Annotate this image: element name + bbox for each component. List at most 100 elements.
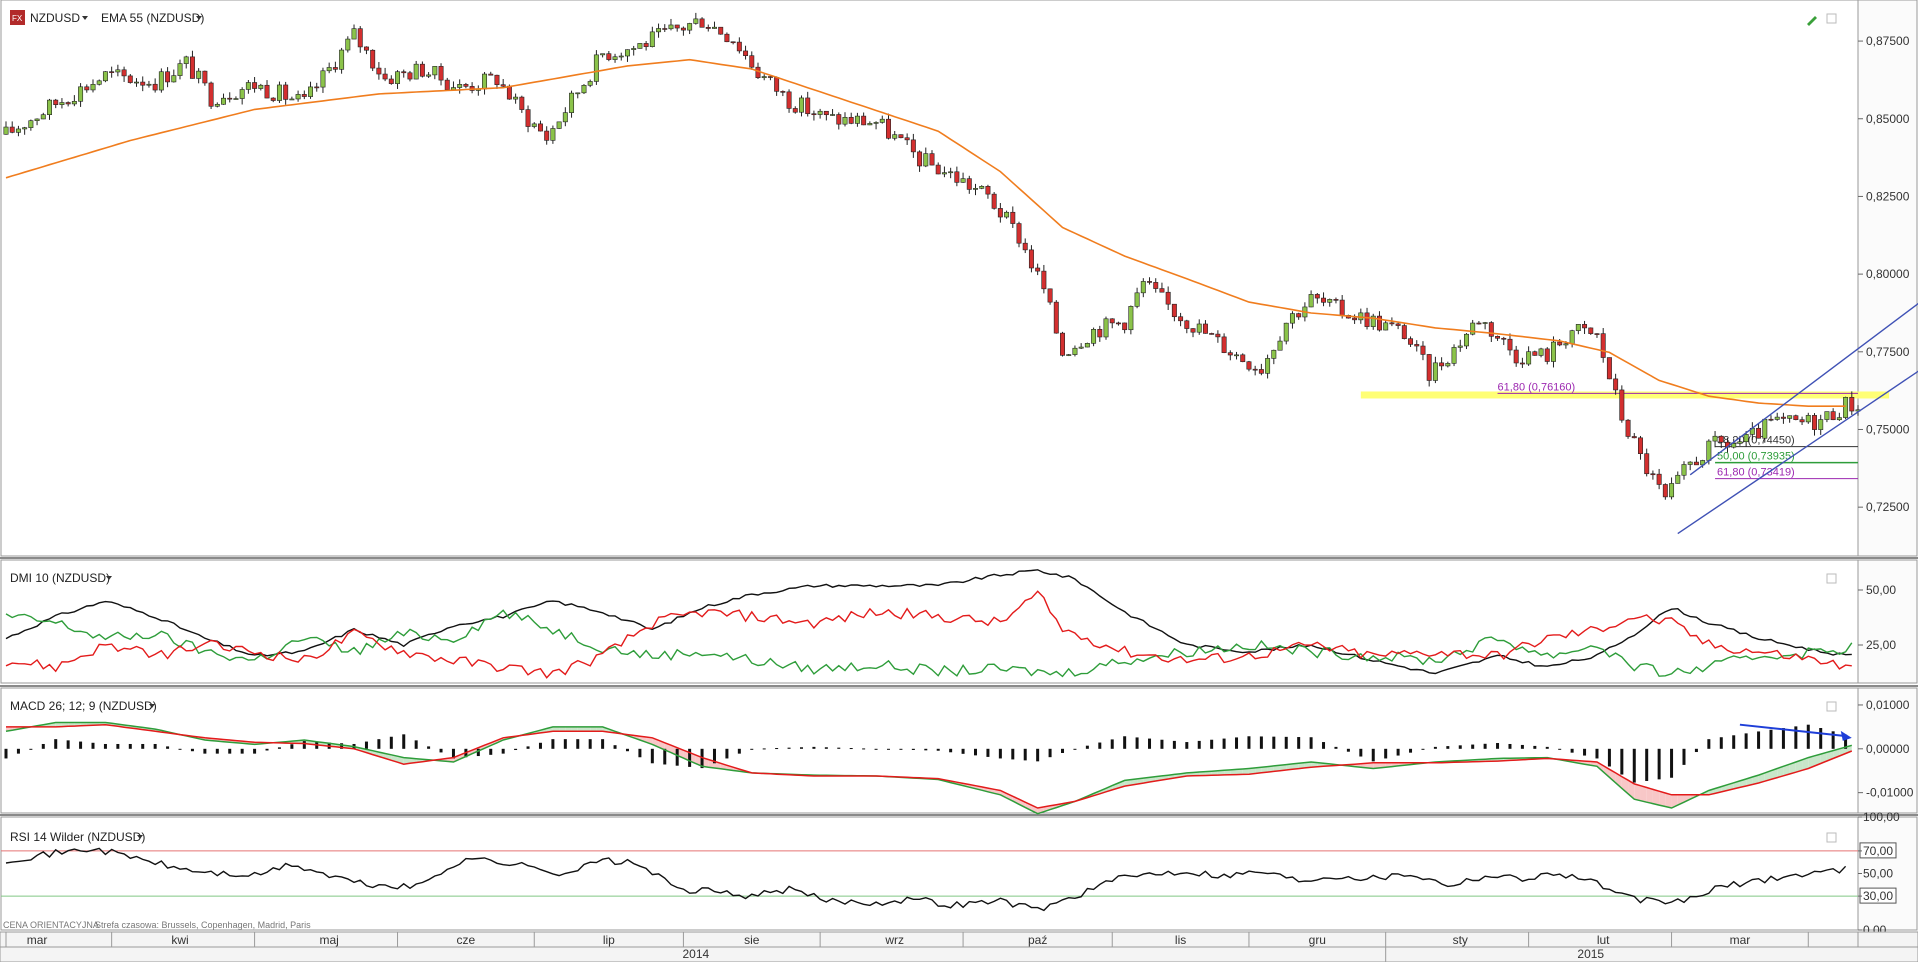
candle-body [873, 122, 879, 124]
candle-body [941, 172, 947, 175]
candle-body [1215, 333, 1221, 338]
macd-pane: 0,01000 0,00000 -0,01000 [4, 698, 1914, 815]
macd-fill-segment [1764, 770, 1771, 782]
macd-histogram-bar [1607, 748, 1611, 767]
candle-body [1178, 316, 1184, 322]
macd-histogram-bar [1359, 748, 1363, 757]
macd-fill-segment [583, 726, 591, 732]
macd-histogram-bar [824, 747, 828, 749]
macd-fill-segment [55, 722, 62, 727]
candle-body [1395, 323, 1401, 326]
candle-body [1451, 347, 1457, 364]
fib-level-label: 38,20 (0,74450) [1717, 435, 1795, 447]
macd-histogram-bar [849, 748, 853, 750]
candle-body [1762, 418, 1768, 439]
candle-body [799, 97, 804, 113]
ema-dropdown-icon[interactable] [196, 16, 202, 20]
candle-body [1171, 303, 1177, 318]
candle-body [867, 123, 873, 126]
macd-fill-segment [61, 722, 69, 727]
candle-body [407, 72, 413, 80]
macd-histogram-bar [1322, 742, 1326, 749]
candle-body [718, 26, 724, 35]
macd-fill-segment [1236, 768, 1243, 775]
candle-body [879, 118, 885, 123]
macd-histogram-bar [178, 748, 182, 750]
candle-body [432, 66, 438, 76]
channel-upper-line [1689, 302, 1918, 476]
symbol-dropdown-icon[interactable] [82, 16, 88, 20]
candle-body [345, 38, 351, 51]
macd-histogram-bar [253, 748, 257, 754]
macd-label[interactable]: MACD 26; 12; 9 (NZDUSD) [10, 699, 157, 713]
macd-histogram-bar [762, 748, 766, 750]
candle-body [537, 123, 543, 132]
dmi-label[interactable]: DMI 10 (NZDUSD) [10, 571, 110, 585]
macd-pane-settings-icon[interactable] [1826, 701, 1837, 712]
macd-histogram-bar [1197, 740, 1201, 749]
macd-fill-segment [1006, 793, 1013, 802]
macd-histogram-bar [1061, 748, 1065, 753]
candle-body [115, 69, 121, 73]
candle-body [854, 115, 860, 124]
macd-histogram-bar [141, 743, 145, 749]
candle-body [1681, 464, 1687, 476]
candle-body [861, 115, 867, 126]
candle-body [1731, 443, 1737, 448]
macd-histogram-bar [1496, 743, 1500, 749]
macd-histogram-bar [1135, 737, 1139, 749]
candle-body [90, 84, 96, 91]
price-y-tick-label: 0,72500 [1866, 500, 1910, 514]
candle-body [320, 70, 326, 88]
month-label: mar [27, 933, 48, 947]
candle-body [917, 151, 923, 167]
macd-fill-segment [1292, 763, 1299, 770]
candle-body [196, 70, 202, 79]
macd-fill-segment [552, 726, 560, 732]
candle-body [1600, 333, 1606, 358]
macd-histogram-bar [1545, 746, 1549, 749]
macd-histogram-bar [650, 748, 654, 764]
macd-legend: MACD 26; 12; 9 (NZDUSD) [10, 699, 1837, 713]
symbol-label[interactable]: NZDUSD [30, 11, 80, 25]
price-y-tick-label: 0,75000 [1866, 422, 1910, 436]
dmi-pane-settings-icon[interactable] [1826, 573, 1837, 584]
candle-body [301, 94, 307, 97]
candle-body [388, 78, 394, 84]
ema-label[interactable]: EMA 55 (NZDUSD) [101, 11, 204, 25]
drawing-tool-icon[interactable] [1807, 16, 1817, 26]
candle-body [1289, 313, 1295, 324]
macd-fill-segment [1671, 794, 1678, 808]
macd-histogram-bar [899, 748, 903, 750]
candle-body [202, 70, 208, 84]
macd-fill-segment [1615, 772, 1622, 789]
candle-body [662, 28, 668, 30]
rsi-pane-settings-icon[interactable] [1826, 832, 1837, 843]
dmi-y-tick-label: 50,00 [1866, 583, 1896, 597]
macd-histogram-bar [1657, 748, 1661, 780]
candle-body [767, 76, 773, 78]
rsi-label[interactable]: RSI 14 Wilder (NZDUSD) [10, 830, 145, 844]
macd-histogram-bar [1297, 737, 1301, 749]
macd-histogram-bar [1769, 729, 1773, 749]
macd-fill-segment [590, 726, 597, 732]
rsi-dropdown-icon[interactable] [137, 835, 143, 839]
macd-dropdown-icon[interactable] [149, 704, 155, 708]
dmi-dropdown-icon[interactable] [106, 576, 112, 580]
candle-body [724, 33, 730, 43]
macd-histogram-bar [911, 748, 915, 750]
candle-body [1246, 361, 1252, 370]
candle-body [3, 126, 9, 135]
pane-settings-icon[interactable] [1826, 13, 1837, 24]
candle-body [295, 94, 301, 100]
candle-body [1283, 322, 1289, 342]
macd-histogram-bar [1707, 739, 1711, 749]
macd-histogram-bar [364, 741, 368, 749]
macd-fill-segment [1224, 769, 1231, 775]
fx-logo-icon-glyph: FX [12, 14, 23, 23]
candle-body [276, 84, 282, 101]
macd-histogram-bar [1259, 736, 1263, 749]
candle-body [1165, 291, 1171, 305]
macd-histogram-bar [489, 748, 493, 755]
